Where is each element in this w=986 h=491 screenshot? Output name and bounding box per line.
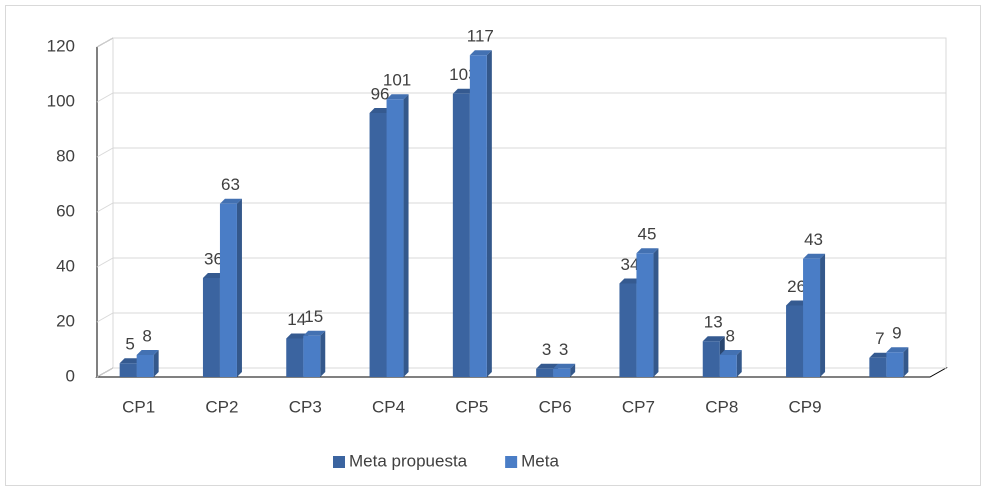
legend-label: Meta propuesta <box>349 451 468 470</box>
bar-top <box>369 108 392 113</box>
bar <box>869 357 887 377</box>
bar-top <box>719 350 742 355</box>
grid-line <box>96 257 946 268</box>
bar-top <box>553 363 576 369</box>
data-label: 36 <box>204 249 223 268</box>
data-label: 15 <box>304 307 323 326</box>
y-tick-label: 0 <box>66 366 75 385</box>
x-tick-label: CP6 <box>539 397 572 416</box>
bar-top <box>619 278 642 284</box>
y-tick-label: 120 <box>47 36 75 55</box>
bar <box>136 355 154 377</box>
bar <box>803 258 821 377</box>
bar-side <box>653 248 659 377</box>
bar <box>452 93 470 377</box>
bar-top <box>202 273 225 278</box>
bar-side <box>736 350 742 377</box>
bar-top <box>803 253 826 259</box>
bar-side <box>820 253 826 377</box>
bar-side <box>320 330 326 377</box>
x-tick-label: CP4 <box>372 397 405 416</box>
bar-top <box>869 352 892 358</box>
bar-top <box>636 248 659 254</box>
data-label: 5 <box>125 335 134 354</box>
data-label: 3 <box>542 340 551 359</box>
grid-line <box>96 37 946 48</box>
bar-side <box>236 198 242 377</box>
bar-top <box>386 94 409 100</box>
bar <box>303 335 321 377</box>
grid-line <box>96 92 946 103</box>
y-tick-label: 40 <box>56 256 75 275</box>
bar <box>386 99 404 377</box>
bar-top <box>536 363 559 369</box>
bar <box>202 278 220 377</box>
data-label: 7 <box>875 329 884 348</box>
grid-line <box>96 312 946 323</box>
bar <box>719 355 737 377</box>
data-label: 63 <box>221 175 240 194</box>
bar-top <box>469 50 492 56</box>
data-label: 34 <box>620 255 639 274</box>
data-label: 45 <box>637 225 656 244</box>
bar <box>886 352 904 377</box>
y-tick-label: 100 <box>47 91 75 110</box>
bar <box>286 338 304 377</box>
data-label: 26 <box>787 277 806 296</box>
bar-side <box>570 363 576 377</box>
data-label: 14 <box>287 310 306 329</box>
legend-label: Meta <box>521 451 559 470</box>
bar-top <box>702 336 725 342</box>
legend-swatch <box>505 456 518 468</box>
bar-top <box>452 88 475 94</box>
legend-swatch <box>333 456 345 468</box>
data-label: 9 <box>892 324 901 343</box>
x-tick-label: CP1 <box>122 397 155 416</box>
grid-line <box>96 147 946 158</box>
x-tick-label: CP9 <box>789 397 822 416</box>
bar <box>553 368 571 377</box>
bar <box>369 113 387 377</box>
bar <box>219 203 237 377</box>
data-label: 8 <box>142 326 151 345</box>
bar-side <box>486 50 492 377</box>
data-label: 13 <box>704 313 723 332</box>
bar-top <box>303 330 326 336</box>
data-label: 3 <box>559 340 568 359</box>
bar-top <box>886 347 909 353</box>
bar <box>536 368 554 377</box>
grid-line <box>96 202 946 213</box>
grid-line <box>96 367 946 378</box>
bar <box>702 341 720 377</box>
bar <box>786 305 804 377</box>
bar <box>636 253 654 377</box>
data-label: 43 <box>804 230 823 249</box>
bar-top <box>786 300 809 306</box>
chart-frame <box>5 5 981 486</box>
bar-top <box>286 333 309 339</box>
bar <box>469 55 487 377</box>
x-tick-label: CP7 <box>622 397 655 416</box>
bar-side <box>903 347 909 377</box>
x-tick-label: CP8 <box>705 397 738 416</box>
bar-side <box>403 94 409 377</box>
data-label: 117 <box>467 27 494 46</box>
y-tick-label: 60 <box>56 201 75 220</box>
data-label: 96 <box>371 84 390 103</box>
data-label: 101 <box>383 71 411 90</box>
bar-top <box>119 358 142 364</box>
x-tick-label: CP3 <box>289 397 322 416</box>
data-label: 8 <box>726 326 735 345</box>
bar-top <box>136 350 159 355</box>
bar-top <box>219 198 242 204</box>
bar-side <box>153 350 159 377</box>
x-tick-label: CP2 <box>205 397 238 416</box>
bar <box>119 363 137 377</box>
x-tick-label: CP5 <box>455 397 488 416</box>
bar <box>619 283 637 377</box>
y-tick-label: 80 <box>56 146 75 165</box>
y-tick-label: 20 <box>56 311 75 330</box>
